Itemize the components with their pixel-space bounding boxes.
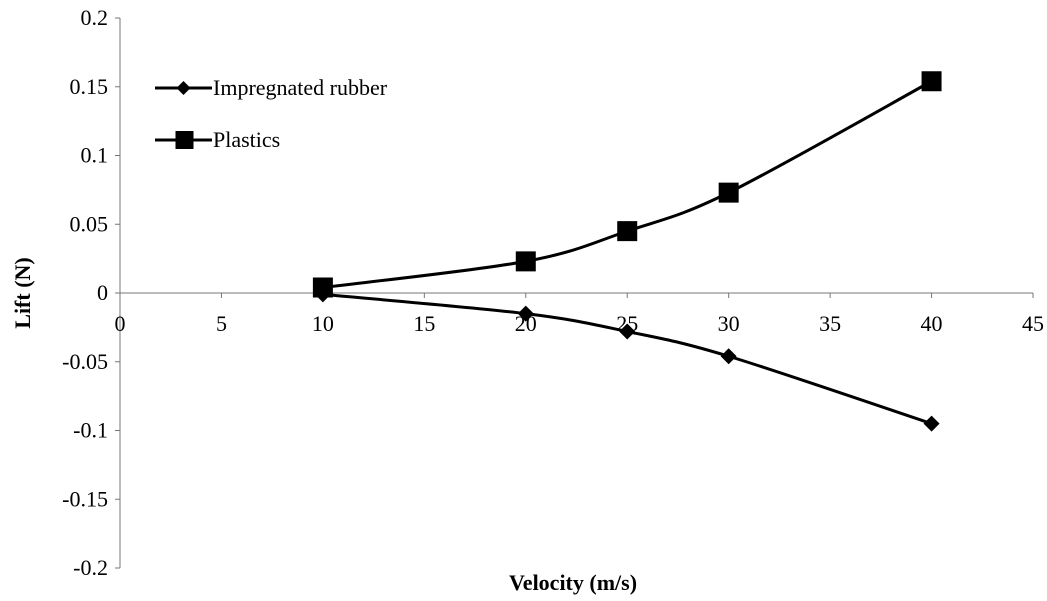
series-line-plastics bbox=[322, 79, 933, 289]
y-tick-label: 0 bbox=[97, 280, 108, 305]
y-tick-label: -0.2 bbox=[73, 555, 108, 580]
data-point-plastics bbox=[718, 182, 739, 203]
y-tick-label: 0.05 bbox=[70, 211, 109, 236]
data-point-plastics bbox=[921, 71, 942, 92]
y-tick-label: 0.2 bbox=[81, 5, 109, 30]
data-point-impregnated-rubber bbox=[923, 415, 940, 432]
legend-label-impregnated-rubber: Impregnated rubber bbox=[213, 75, 388, 100]
y-axis-title: Lift (N) bbox=[10, 257, 35, 328]
data-point-plastics bbox=[617, 221, 638, 242]
data-point-impregnated-rubber bbox=[720, 348, 737, 365]
x-tick-label: 0 bbox=[115, 311, 126, 336]
x-tick-label: 40 bbox=[921, 311, 943, 336]
legend: Impregnated rubber Plastics bbox=[155, 75, 388, 152]
legend-label-plastics: Plastics bbox=[213, 127, 280, 152]
axes: 0.2 0.15 0.1 0.05 0 -0.05 -0.1 -0.15 -0.2 0 5 10 15 2… bbox=[62, 5, 1044, 580]
data-point-plastics bbox=[312, 277, 333, 298]
data-point-impregnated-rubber bbox=[517, 305, 534, 322]
data-point-plastics bbox=[515, 251, 536, 272]
y-tick-label: 0.1 bbox=[81, 143, 109, 168]
data-point-impregnated-rubber bbox=[619, 323, 636, 340]
y-tick-label: -0.1 bbox=[73, 418, 108, 443]
x-tick-label: 10 bbox=[312, 311, 334, 336]
x-tick-label: 35 bbox=[819, 311, 841, 336]
x-tick-label: 5 bbox=[216, 311, 227, 336]
x-tick-label: 45 bbox=[1022, 311, 1044, 336]
y-tick-label: -0.15 bbox=[62, 486, 108, 511]
x-axis-title: Velocity (m/s) bbox=[509, 570, 637, 595]
legend-marker-diamond bbox=[176, 81, 191, 95]
x-tick-label: 20 bbox=[515, 311, 537, 336]
series-layer bbox=[312, 71, 942, 432]
y-tick-label: 0.15 bbox=[70, 74, 109, 99]
x-tick-label: 30 bbox=[718, 311, 740, 336]
x-tick-label: 15 bbox=[413, 311, 435, 336]
legend-marker-square bbox=[175, 131, 194, 149]
y-tick-label: -0.05 bbox=[62, 349, 108, 374]
